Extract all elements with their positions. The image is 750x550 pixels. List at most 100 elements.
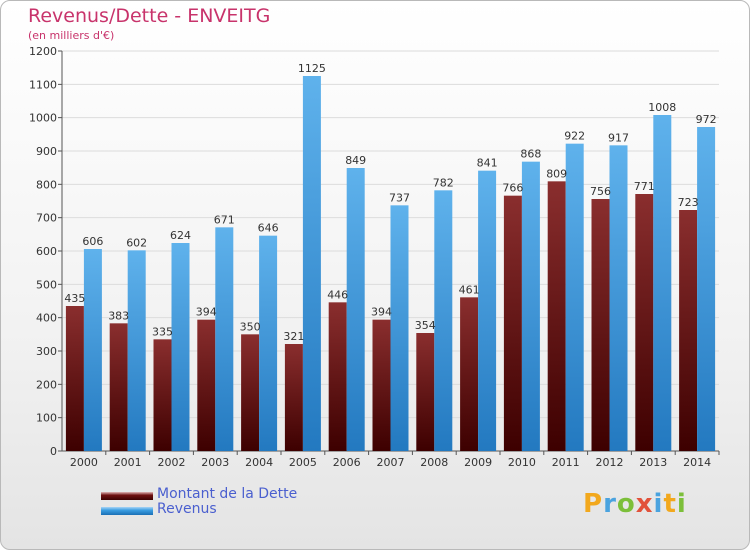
bar-revenue: [697, 127, 716, 451]
bar-revenue: [565, 143, 584, 451]
x-tick-label: 2014: [683, 456, 711, 469]
value-labels: 435 606 383 602 335 624 394 671 350 646 321 1125 446…: [64, 62, 716, 343]
bar-revenue: [434, 190, 453, 452]
y-tick-label: 800: [36, 178, 57, 191]
bar-revenue: [346, 168, 365, 451]
x-tick-label: 2001: [114, 456, 142, 469]
x-tick-labels: 2000 2001 2002 2003 2004 2005 2006 2007 2008 2009…: [70, 456, 711, 469]
bar-debt: [460, 297, 479, 451]
x-tick-label: 2004: [245, 456, 273, 469]
y-tick-label: 300: [36, 345, 57, 358]
y-tick-label: 100: [36, 412, 57, 425]
value-label-revenue: 1008: [648, 101, 676, 114]
y-tick-label: 400: [36, 312, 57, 325]
value-label-debt: 435: [64, 292, 85, 305]
bar-debt: [547, 181, 566, 452]
y-tick-label: 1000: [29, 112, 57, 125]
bar-revenue: [215, 227, 234, 451]
y-tick-label: 0: [50, 445, 57, 458]
x-tick-label: 2010: [508, 456, 536, 469]
bar-revenue: [390, 205, 409, 451]
y-tick-labels: 0 100 200 300 400 500 600 700 800 900 1000 1100 1200: [29, 45, 57, 458]
x-tick-label: 2009: [464, 456, 492, 469]
x-tick-label: 2012: [596, 456, 624, 469]
value-label-debt: 383: [108, 309, 129, 322]
bar-revenue: [259, 235, 278, 451]
value-label-revenue: 606: [82, 235, 103, 248]
value-label-debt: 723: [678, 196, 699, 209]
legend-label-debt: Montant de la Dette: [157, 486, 298, 502]
value-label-debt: 354: [415, 319, 436, 332]
bar-debt: [241, 334, 260, 451]
value-label-debt: 335: [152, 325, 173, 338]
value-label-debt: 771: [634, 180, 655, 193]
y-tick-label: 1100: [29, 78, 57, 91]
bar-debt: [416, 333, 435, 451]
value-label-debt: 394: [371, 306, 392, 319]
x-tick-label: 2013: [639, 456, 667, 469]
bar-debt: [153, 339, 172, 451]
proxiti-logo: Proxiti: [583, 489, 687, 519]
value-label-revenue: 624: [170, 229, 191, 242]
x-tick-label: 2006: [333, 456, 361, 469]
value-label-revenue: 868: [520, 148, 541, 161]
value-label-revenue: 849: [345, 154, 366, 167]
y-tick-label: 1200: [29, 45, 57, 58]
bar-debt: [328, 302, 347, 451]
value-label-revenue: 646: [258, 222, 279, 235]
chart-title: Revenus/Dette - ENVEITG: [28, 5, 271, 27]
legend-label-revenue: Revenus: [157, 501, 217, 517]
value-label-debt: 446: [327, 288, 348, 301]
y-tick-label: 600: [36, 245, 57, 258]
bar-debt: [591, 199, 610, 451]
bar-revenue: [653, 115, 672, 451]
y-tick-label: 500: [36, 278, 57, 291]
bar-revenue: [127, 250, 146, 451]
x-tick-label: 2002: [158, 456, 186, 469]
value-label-revenue: 671: [214, 213, 235, 226]
value-label-revenue: 782: [433, 176, 454, 189]
x-tick-label: 2011: [552, 456, 580, 469]
x-tick-label: 2003: [201, 456, 229, 469]
bar-debt: [635, 194, 654, 451]
value-label-debt: 321: [283, 330, 304, 343]
x-tick-label: 2005: [289, 456, 317, 469]
bar-debt: [503, 195, 522, 451]
bar-revenue: [609, 145, 628, 452]
x-tick-label: 2008: [420, 456, 448, 469]
chart-subtitle: (en milliers d'€): [28, 29, 115, 42]
bar-revenue: [478, 170, 497, 451]
legend-swatch-revenue: [101, 507, 153, 515]
bar-debt: [109, 323, 128, 451]
bar-debt: [197, 319, 216, 451]
value-label-debt: 461: [459, 283, 480, 296]
bar-revenue: [521, 161, 540, 451]
value-label-revenue: 917: [608, 131, 629, 144]
value-label-debt: 766: [502, 182, 523, 195]
value-label-revenue: 602: [126, 236, 147, 249]
value-label-revenue: 841: [477, 157, 498, 170]
legend-swatch-debt: [101, 492, 153, 500]
bar-debt: [372, 319, 391, 451]
value-label-revenue: 922: [564, 130, 585, 143]
bars: [65, 76, 716, 452]
value-label-debt: 350: [240, 320, 261, 333]
value-label-debt: 394: [196, 306, 217, 319]
y-tick-label: 200: [36, 378, 57, 391]
value-label-debt: 756: [590, 185, 611, 198]
x-tick-label: 2000: [70, 456, 98, 469]
y-tick-label: 700: [36, 212, 57, 225]
value-label-revenue: 1125: [298, 62, 326, 75]
y-tick-label: 900: [36, 145, 57, 158]
bar-debt: [679, 210, 698, 451]
value-label-revenue: 972: [696, 113, 717, 126]
bar-revenue: [171, 243, 190, 451]
bar-debt: [65, 306, 84, 451]
bar-debt: [284, 344, 303, 451]
value-label-revenue: 737: [389, 191, 410, 204]
bar-revenue: [302, 76, 321, 451]
x-tick-label: 2007: [377, 456, 405, 469]
value-label-debt: 809: [546, 167, 567, 180]
